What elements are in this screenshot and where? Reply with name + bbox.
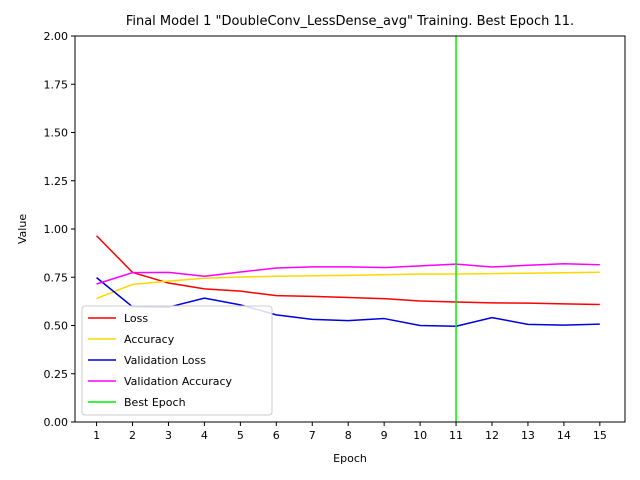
legend-box xyxy=(81,305,273,416)
legend-label: Loss xyxy=(124,312,148,325)
x-tick-label: 8 xyxy=(345,429,352,442)
y-tick-label: 2.00 xyxy=(44,30,69,43)
x-tick-label: 2 xyxy=(129,429,136,442)
legend-label: Validation Accuracy xyxy=(124,375,233,388)
chart-title: Final Model 1 "DoubleConv_LessDense_avg"… xyxy=(126,14,574,29)
series-line-3 xyxy=(96,277,600,328)
x-tick-label: 1 xyxy=(93,429,100,442)
y-tick-label: 0.75 xyxy=(44,271,69,284)
x-tick-label: 5 xyxy=(237,429,244,442)
y-tick-label: 1.00 xyxy=(44,223,69,236)
x-tick-label: 11 xyxy=(449,429,463,442)
x-tick-label: 3 xyxy=(165,429,172,442)
x-tick-label: 6 xyxy=(273,429,280,442)
y-tick-label: 1.75 xyxy=(44,78,69,91)
y-tick-label: 0.50 xyxy=(44,320,69,333)
legend-label: Best Epoch xyxy=(124,396,186,409)
x-axis-label: Epoch xyxy=(333,452,367,465)
x-tick-label: 10 xyxy=(413,429,427,442)
y-tick-label: 0.25 xyxy=(44,368,69,381)
x-tick-label: 4 xyxy=(201,429,208,442)
series-line-4 xyxy=(96,262,600,285)
y-axis-label: Value xyxy=(16,214,29,244)
y-tick-label: 1.25 xyxy=(44,175,69,188)
x-tick-label: 7 xyxy=(309,429,316,442)
x-tick-label: 9 xyxy=(381,429,388,442)
series-line-2 xyxy=(96,271,600,300)
series-line-1 xyxy=(96,235,600,306)
legend-label: Accuracy xyxy=(124,333,175,346)
x-tick-label: 15 xyxy=(593,429,607,442)
x-tick-label: 13 xyxy=(521,429,535,442)
plot-area: 1 2 3 4 5 6 7 8 9 10 11 12 13 14 150.000.250.500.751.0… xyxy=(44,30,626,442)
legend-label: Validation Loss xyxy=(124,354,206,367)
y-tick-label: 0.00 xyxy=(44,416,69,429)
x-tick-label: 14 xyxy=(557,429,571,442)
x-tick-label: 12 xyxy=(485,429,499,442)
legend: Loss Accuracy Validation Loss Validation Ac… xyxy=(81,305,273,416)
y-tick-label: 1.50 xyxy=(44,127,69,140)
